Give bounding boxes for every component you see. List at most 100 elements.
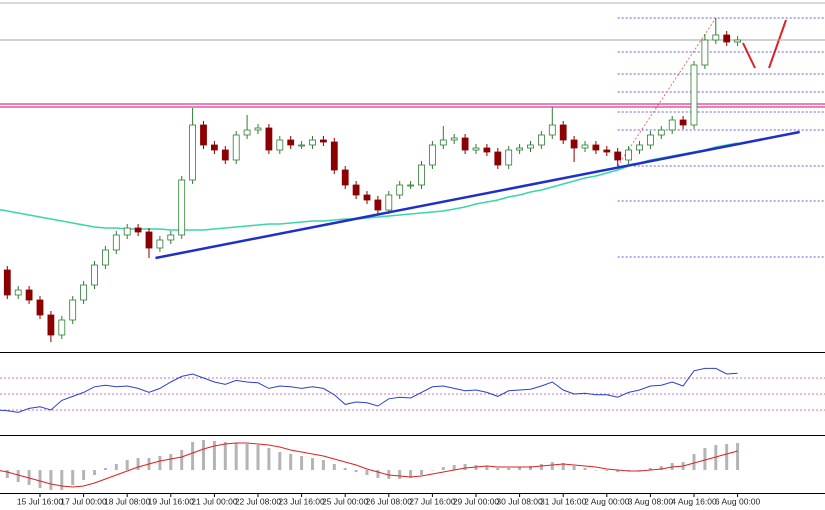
candle-body (516, 147, 523, 151)
macd-bar (376, 470, 380, 478)
macd-bar (267, 448, 271, 470)
candle-body (145, 231, 153, 249)
x-tick-label: 15 Jul 16:00 (17, 496, 64, 506)
projection-arrow (768, 19, 787, 69)
macd-bar (103, 468, 107, 470)
macd-bar (561, 463, 565, 470)
macd-bar (703, 448, 707, 470)
candle-body (309, 139, 316, 146)
macd-bar (725, 444, 729, 470)
candle-body (538, 134, 545, 146)
macd-bar (16, 470, 20, 482)
macd-bar (332, 464, 336, 470)
candle-body (494, 151, 502, 166)
x-tick-label: 27 Jul 16:00 (409, 496, 456, 506)
macd-bar (5, 470, 9, 478)
candle-body (200, 124, 207, 146)
macd-bar (321, 460, 325, 470)
macd-bar (507, 468, 511, 470)
macd-bar (529, 466, 532, 470)
macd-bar (485, 466, 489, 470)
x-tick-label: 23 Jul 16:00 (278, 496, 325, 506)
candle-body (167, 234, 175, 241)
macd-bar (463, 464, 467, 470)
candle-body (91, 264, 98, 286)
x-tick-label: 30 Jul 08:00 (496, 496, 543, 506)
candle-body (592, 144, 600, 151)
macd-bar (136, 458, 140, 470)
x-tick-label: 26 Jul 08:00 (366, 496, 413, 506)
candle-body (232, 134, 240, 161)
macd-bar (212, 441, 216, 470)
x-tick-label: 19 Jul 16:00 (148, 496, 195, 506)
macd-bar (616, 470, 620, 472)
candle-body (80, 284, 87, 301)
candle-body (657, 129, 665, 136)
fib-line (617, 17, 717, 167)
candle-body (156, 239, 164, 249)
macd-bar (60, 470, 64, 490)
macd-bar (430, 470, 434, 471)
candle-body (134, 227, 142, 233)
x-tick-label: 29 Jul 00:00 (453, 496, 500, 506)
macd-bar (191, 442, 195, 470)
x-tick-label: 17 Jul 00:00 (60, 496, 107, 506)
macd-bar (223, 442, 227, 470)
macd-bar (343, 468, 347, 470)
candle-body (210, 144, 218, 151)
candle-body (102, 249, 109, 266)
macd-bar (300, 456, 304, 470)
projection-arrow (742, 42, 756, 69)
candle-body (450, 137, 458, 141)
candle-body (559, 124, 567, 141)
macd-bar (71, 470, 75, 485)
macd-bar (539, 464, 543, 470)
candle-body (276, 139, 284, 151)
x-tick-label: 22 Jul 08:00 (235, 496, 282, 506)
macd-bar (256, 445, 260, 470)
candle-body (374, 199, 382, 211)
candle-body (243, 129, 251, 136)
macd-bar (496, 468, 500, 470)
candle-body (625, 149, 632, 161)
candle-body (483, 147, 491, 153)
candle-body (527, 144, 534, 149)
x-tick-label: 31 Jul 16:00 (540, 496, 587, 506)
macd-bar (93, 470, 96, 475)
candle-body (668, 119, 676, 131)
candle-body (330, 141, 338, 171)
trendline (155, 130, 800, 260)
rsi-line (0, 367, 738, 413)
macd-bar (169, 454, 173, 470)
macd-bar (692, 454, 696, 470)
candle-body (178, 179, 186, 236)
candle-body (734, 39, 741, 43)
candle-body (603, 149, 611, 153)
candle-body (723, 34, 731, 43)
x-tick-label: 4 Aug 16:00 (671, 496, 717, 506)
candle-body (341, 169, 349, 186)
macd-bar (659, 466, 663, 470)
candle-body (647, 134, 654, 146)
candle-body (254, 127, 262, 131)
candle-body (679, 119, 687, 126)
macd-bar (648, 468, 652, 470)
macd-bar (245, 444, 249, 470)
candle-body (712, 34, 720, 41)
macd-bar (572, 466, 576, 470)
candle-body (3, 269, 11, 296)
macd-bar (82, 470, 86, 480)
macd-bar (550, 462, 554, 470)
candle-body (265, 127, 273, 151)
macd-bar (441, 467, 445, 470)
macd-bar (289, 454, 293, 470)
candle-body (472, 147, 480, 151)
macd-bar (365, 470, 369, 475)
candle-body (221, 149, 229, 161)
macd-bar (278, 452, 282, 470)
macd-bar (420, 470, 423, 475)
candle-body (112, 234, 120, 251)
candle-body (439, 139, 447, 146)
x-tick-label: 25 Jul 00:00 (322, 496, 369, 506)
macd-bar (398, 470, 402, 479)
